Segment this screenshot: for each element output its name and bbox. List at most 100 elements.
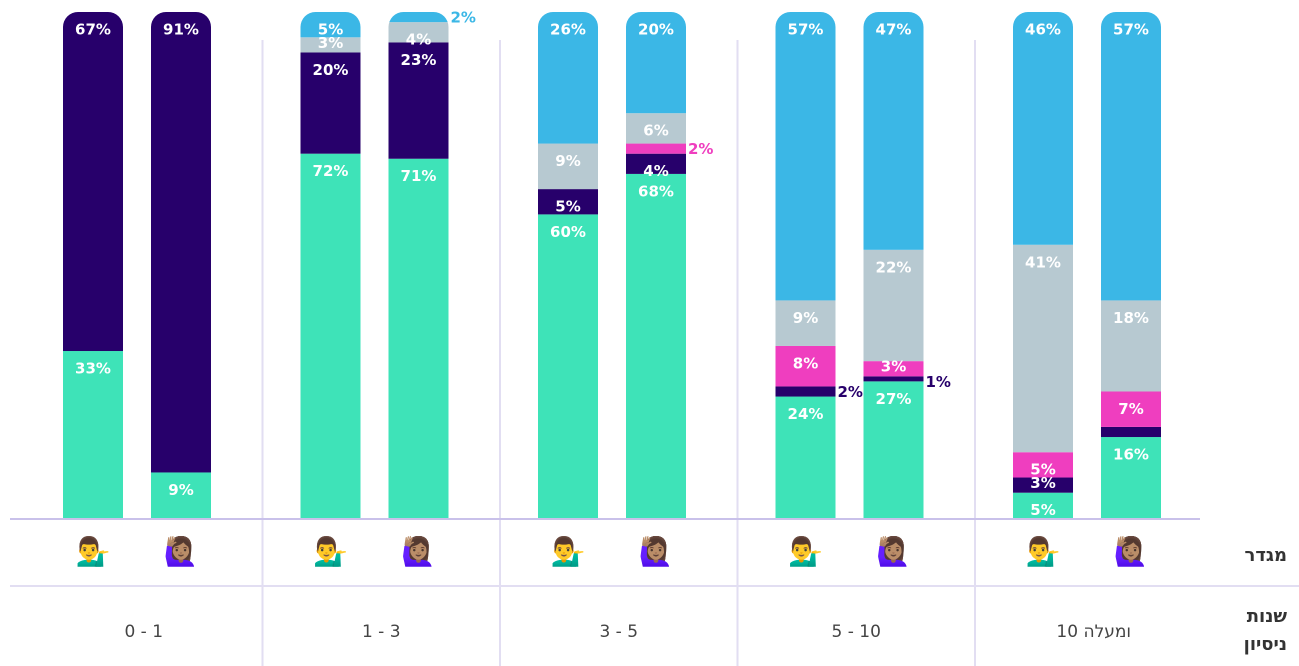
value-label: 1% xyxy=(926,373,951,391)
value-label: 23% xyxy=(401,51,437,69)
x-tick-label: 0 - 1 xyxy=(124,622,163,642)
value-label: 9% xyxy=(555,152,580,170)
value-label: 5% xyxy=(318,21,343,39)
value-label: 22% xyxy=(876,258,912,276)
bar xyxy=(1013,12,1073,518)
value-label: 41% xyxy=(1025,253,1061,271)
bar-segment xyxy=(388,158,449,519)
value-label: 71% xyxy=(401,167,437,185)
value-label: 46% xyxy=(1025,21,1061,39)
bar-segment xyxy=(388,22,449,43)
bar xyxy=(538,12,598,518)
bar-segment xyxy=(863,376,924,382)
value-label: 2% xyxy=(838,383,863,401)
value-label: 72% xyxy=(313,162,349,180)
bar-segment xyxy=(538,214,598,518)
bar-segment xyxy=(775,300,836,346)
value-label: 57% xyxy=(1113,21,1149,39)
bar-segment xyxy=(1013,452,1073,478)
bar xyxy=(626,12,686,519)
bar-segment xyxy=(151,472,211,518)
bar-segment xyxy=(863,361,924,377)
row-header: מגדר xyxy=(1244,545,1288,566)
bar-segment xyxy=(1101,391,1161,427)
bar-label: 🙋🏽‍♀️ xyxy=(401,535,436,568)
bar-segment xyxy=(863,381,924,518)
value-label: 24% xyxy=(788,405,824,423)
value-label: 5% xyxy=(555,198,580,216)
bar-segment xyxy=(1013,12,1073,245)
value-label: 57% xyxy=(788,21,824,39)
x-tick-label: 10 ומעלה xyxy=(1056,622,1131,642)
bar-segment xyxy=(775,386,836,397)
value-label: 33% xyxy=(75,360,111,378)
bar xyxy=(1101,12,1161,518)
value-label: 27% xyxy=(876,390,912,408)
value-label: 4% xyxy=(406,31,431,49)
x-tick-label: 5 - 10 xyxy=(832,622,881,642)
bar-segment xyxy=(63,12,123,352)
bar-segment xyxy=(626,143,686,154)
bar-segment xyxy=(300,12,361,38)
bar-segment xyxy=(626,113,686,144)
bar-segment xyxy=(1101,437,1161,518)
bar-segment xyxy=(388,42,449,159)
bar-segment xyxy=(775,345,836,387)
value-label: 2% xyxy=(688,140,713,158)
bar-segment xyxy=(300,52,361,154)
bar-segment xyxy=(63,351,123,518)
row-header: שנות ניסיון xyxy=(1243,606,1287,655)
value-label: 3% xyxy=(881,358,906,376)
x-tick-label: 1 - 3 xyxy=(362,622,401,642)
bar-label: 🙋🏽‍♀️ xyxy=(876,535,911,568)
bar xyxy=(388,12,449,519)
value-label: 5% xyxy=(1030,501,1055,519)
value-label: 5% xyxy=(1030,461,1055,479)
bar xyxy=(63,12,123,518)
bar-segment xyxy=(1013,477,1073,493)
bar-segment xyxy=(1101,12,1161,301)
bar-label: 💁‍♂️ xyxy=(313,535,348,568)
value-label: 3% xyxy=(1030,474,1055,492)
value-label: 16% xyxy=(1113,446,1149,464)
value-label: 91% xyxy=(163,21,199,39)
value-label: 47% xyxy=(876,21,912,39)
bar-segment xyxy=(626,153,686,174)
bar-segment xyxy=(1101,426,1161,438)
bar-label: 💁‍♂️ xyxy=(788,535,823,568)
value-label: 20% xyxy=(638,21,674,39)
value-label: 8% xyxy=(793,354,818,372)
bar-label: 💁‍♂️ xyxy=(1026,535,1061,568)
x-tick-label: 3 - 5 xyxy=(599,622,638,642)
bar-label: 💁‍♂️ xyxy=(76,535,111,568)
bar-segment xyxy=(626,173,686,519)
bar-segment xyxy=(151,12,211,473)
bar-segment xyxy=(300,37,361,53)
bar xyxy=(863,12,924,518)
value-label: 26% xyxy=(550,21,586,39)
value-label: 9% xyxy=(168,481,193,499)
value-label: 7% xyxy=(1118,400,1143,418)
value-label: 2% xyxy=(451,9,476,27)
bar-segment xyxy=(863,249,924,362)
bar xyxy=(151,12,211,518)
bar-segment xyxy=(775,396,836,518)
value-label: 4% xyxy=(643,162,668,180)
bar-segment xyxy=(1013,492,1073,518)
value-label: 6% xyxy=(643,122,668,140)
bar-segment xyxy=(775,12,836,301)
bar-segment xyxy=(626,12,686,114)
bar-segment xyxy=(538,12,598,144)
value-label: 9% xyxy=(793,309,818,327)
bar-segment xyxy=(1013,244,1073,453)
bar-label: 💁‍♂️ xyxy=(551,535,586,568)
bar-label: 🙋🏽‍♀️ xyxy=(639,535,674,568)
bar-segment xyxy=(300,153,361,518)
bar xyxy=(775,12,836,518)
value-label: 60% xyxy=(550,223,586,241)
value-label: 20% xyxy=(313,61,349,79)
bar-segment xyxy=(538,189,598,215)
value-label: 3% xyxy=(318,34,343,52)
